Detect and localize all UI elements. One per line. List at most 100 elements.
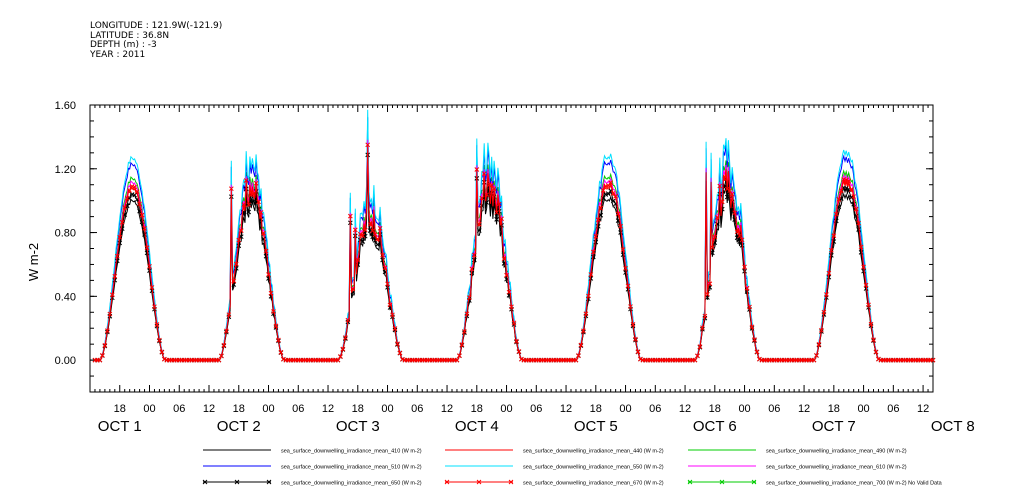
x-tick-label: 00 <box>381 403 393 415</box>
legend-label: sea_surface_downwelling_irradiance_mean_… <box>523 449 664 455</box>
series-marker <box>633 336 638 342</box>
x-tick-label: 12 <box>679 403 691 415</box>
series-line <box>95 162 933 361</box>
series-marker <box>266 272 271 277</box>
x-tick-label: 12 <box>203 403 215 415</box>
series-marker <box>824 292 829 297</box>
series-marker <box>506 289 512 295</box>
series-marker <box>271 309 276 314</box>
series-marker <box>747 304 752 310</box>
series-marker <box>593 234 599 239</box>
latitude-text: LATITUDE : 36.8N <box>90 30 170 41</box>
series-marker <box>127 188 133 193</box>
series-marker <box>876 356 881 362</box>
legend-item: sea_surface_downwelling_irradiance_mean_… <box>202 479 422 487</box>
x-tick-label: 06 <box>649 403 661 415</box>
series-marker <box>367 221 373 227</box>
series-marker <box>142 226 147 231</box>
y-tick-label: 1.20 <box>55 164 76 176</box>
x-tick-label: 00 <box>857 403 869 415</box>
series-marker <box>251 198 256 204</box>
series-marker <box>593 239 599 245</box>
y-tick-label: 0.40 <box>55 291 76 303</box>
series-marker <box>390 312 395 318</box>
series-marker <box>149 285 155 290</box>
series-marker <box>107 311 113 317</box>
series-marker <box>352 227 358 233</box>
x-date-label: OCT 5 <box>574 418 618 435</box>
legend-item: sea_surface_downwelling_irradiance_mean_… <box>688 465 907 471</box>
series-marker <box>268 290 274 296</box>
series-marker <box>608 180 614 186</box>
series-marker <box>228 186 234 192</box>
series-marker <box>479 195 485 201</box>
x-tick-label: 18 <box>352 403 364 415</box>
series-marker <box>833 211 839 217</box>
series-marker <box>459 342 465 348</box>
legend-marker <box>234 479 240 485</box>
series-marker <box>573 357 579 363</box>
x-date-label: OCT 7 <box>812 418 856 435</box>
series-marker <box>858 244 864 250</box>
series-marker <box>360 233 366 239</box>
series-marker <box>625 283 631 289</box>
series-marker <box>476 221 482 227</box>
series-marker <box>246 209 252 215</box>
series-marker <box>365 142 371 148</box>
series-marker <box>256 206 261 212</box>
series-marker <box>372 232 378 237</box>
series-marker <box>843 186 849 191</box>
series-marker <box>709 250 715 256</box>
series-marker <box>811 357 817 363</box>
legend-label: sea_surface_downwelling_irradiance_mean_… <box>766 481 943 487</box>
series-marker <box>595 217 601 223</box>
series-marker <box>162 356 167 362</box>
x-tick-label: 12 <box>917 403 929 415</box>
series-marker <box>578 342 584 348</box>
series-marker <box>397 350 403 356</box>
legend-marker <box>751 479 757 485</box>
series-marker <box>873 349 879 355</box>
series-marker <box>489 182 495 188</box>
x-date-label: OCT 2 <box>217 418 261 435</box>
series-marker <box>814 352 819 358</box>
series-marker <box>122 205 128 210</box>
x-tick-label: 18 <box>471 403 483 415</box>
y-tick-label: 0.80 <box>55 228 76 240</box>
series-marker <box>474 167 480 172</box>
series-marker <box>838 188 844 193</box>
series-marker <box>514 338 519 344</box>
y-axis-label: W m-2 <box>26 243 41 281</box>
series-marker <box>471 257 477 263</box>
series-marker <box>861 268 866 274</box>
legend-label: sea_surface_downwelling_irradiance_mean_… <box>281 449 422 455</box>
series-marker <box>853 206 859 212</box>
series-marker <box>930 357 936 363</box>
series-marker <box>714 215 720 220</box>
series-marker <box>856 220 861 226</box>
series-marker <box>871 337 876 343</box>
series-marker <box>742 264 747 270</box>
x-tick-label: 12 <box>798 403 810 415</box>
x-tick-label: 06 <box>292 403 304 415</box>
x-tick-label: 06 <box>887 403 899 415</box>
legend-marker <box>202 479 208 485</box>
series-marker <box>724 186 730 192</box>
series-marker <box>347 213 353 219</box>
series-marker <box>466 295 472 300</box>
series-marker <box>360 239 366 244</box>
x-tick-label: 06 <box>173 403 185 415</box>
legend-marker <box>476 479 482 485</box>
x-date-label: OCT 3 <box>336 418 380 435</box>
series-marker <box>281 356 286 362</box>
legend-item: sea_surface_downwelling_irradiance_mean_… <box>445 449 664 455</box>
series-marker <box>105 328 110 333</box>
legend-label: sea_surface_downwelling_irradiance_mean_… <box>523 465 664 471</box>
series-marker <box>588 276 594 281</box>
series-marker <box>112 273 118 279</box>
series-marker <box>638 356 643 362</box>
x-tick-label: 00 <box>143 403 155 415</box>
series-marker <box>732 210 738 216</box>
series-line <box>95 144 933 361</box>
series-marker <box>469 266 475 272</box>
